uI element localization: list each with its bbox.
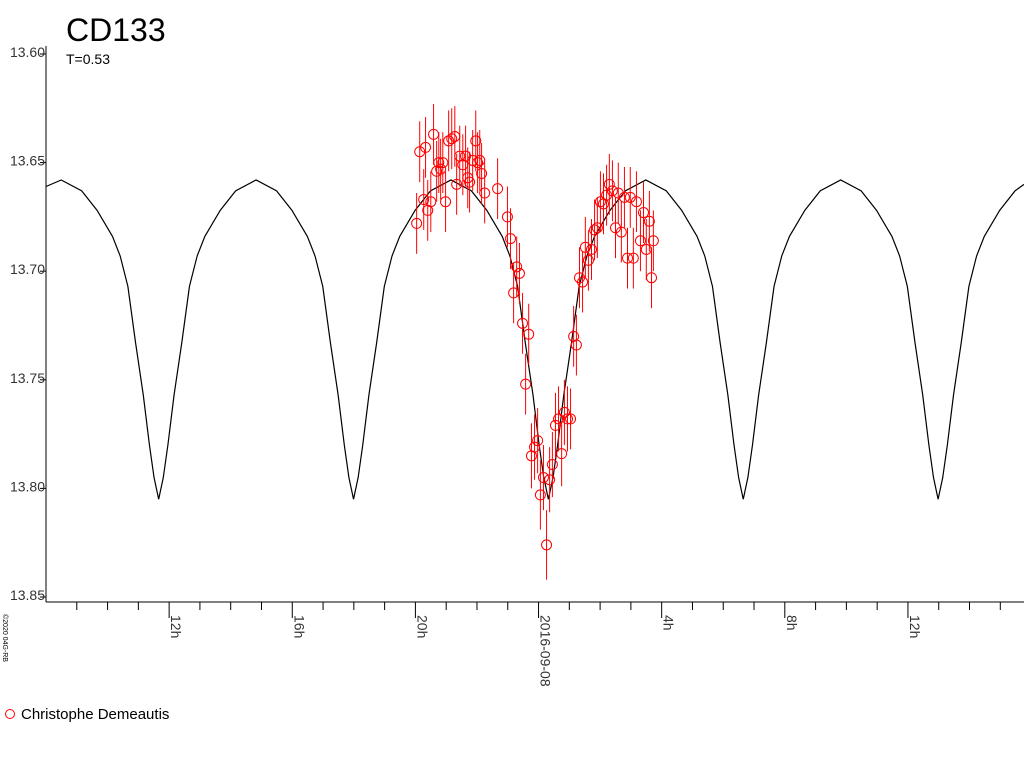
data-point <box>615 226 627 238</box>
data-point <box>601 189 613 201</box>
data-point <box>511 261 523 273</box>
data-point <box>589 224 601 236</box>
data-point <box>627 252 639 264</box>
data-point <box>579 241 591 253</box>
data-point <box>638 207 650 219</box>
data-point <box>582 254 594 266</box>
data-point <box>464 176 476 188</box>
data-point <box>425 196 437 208</box>
data-point <box>437 157 449 169</box>
data-point <box>577 276 589 288</box>
data-point <box>472 157 484 169</box>
data-point <box>647 235 659 247</box>
data-point <box>501 211 513 223</box>
data-point <box>553 413 565 425</box>
chart-title: CD133 <box>66 12 166 48</box>
data-point <box>546 459 558 471</box>
data-point <box>618 191 630 203</box>
data-point <box>541 539 553 551</box>
data-point <box>443 135 455 147</box>
data-point <box>570 339 582 351</box>
data-point <box>622 252 634 264</box>
data-point <box>446 133 458 145</box>
data-point <box>606 185 618 197</box>
data-point <box>624 191 636 203</box>
data-point <box>440 196 452 208</box>
data-point <box>520 378 532 390</box>
y-tick-label: 13.85 <box>10 587 45 603</box>
data-point <box>565 413 577 425</box>
data-point <box>594 196 606 208</box>
data-point <box>435 163 447 175</box>
data-point <box>508 287 520 299</box>
data-point <box>556 448 568 460</box>
data-point <box>549 419 561 431</box>
x-tick-label: 12h <box>907 615 923 638</box>
data-point <box>420 141 432 153</box>
y-tick-label: 13.80 <box>10 478 45 494</box>
data-point <box>474 154 486 166</box>
model-curve <box>45 179 1024 500</box>
data-point <box>479 187 491 199</box>
credit: ©2020 04G-RB <box>1 614 9 662</box>
x-tick-label: 8h <box>784 615 800 631</box>
data-point <box>433 157 445 169</box>
data-point <box>585 243 597 255</box>
data-point <box>532 435 544 447</box>
data-point <box>646 272 658 284</box>
data-point <box>414 146 426 158</box>
data-point <box>513 267 525 279</box>
x-tick-label: 2016-09-08 <box>538 615 554 687</box>
data-point <box>505 233 517 245</box>
y-tick-label: 13.70 <box>10 261 45 277</box>
data-point <box>492 183 504 195</box>
data-point <box>558 406 570 418</box>
data-point <box>418 194 430 206</box>
y-tick-label: 13.65 <box>10 153 45 169</box>
legend-label: Christophe Demeautis <box>21 706 169 723</box>
data-point <box>517 317 529 329</box>
x-tick-label: 20h <box>414 615 430 638</box>
data-point <box>470 135 482 147</box>
x-tick-label: 4h <box>661 615 677 631</box>
data-point <box>634 235 646 247</box>
y-tick-label: 13.75 <box>10 370 45 386</box>
chart-subtitle: T=0.53 <box>66 51 110 67</box>
data-point <box>630 196 642 208</box>
data-point <box>643 215 655 227</box>
data-point <box>523 328 535 340</box>
data-point <box>534 489 546 501</box>
data-point <box>612 187 624 199</box>
data-point <box>411 217 423 229</box>
x-tick-label: 12h <box>168 615 184 638</box>
data-point <box>476 167 488 179</box>
data-point <box>451 178 463 190</box>
data-point <box>537 472 549 484</box>
y-tick-label: 13.60 <box>10 44 45 60</box>
data-point <box>561 413 573 425</box>
data-point <box>591 222 603 234</box>
data-point <box>609 222 621 234</box>
data-point <box>544 474 556 486</box>
x-tick-label: 16h <box>291 615 307 638</box>
data-point <box>603 178 615 190</box>
data-point <box>529 441 541 453</box>
legend-marker <box>5 709 15 719</box>
